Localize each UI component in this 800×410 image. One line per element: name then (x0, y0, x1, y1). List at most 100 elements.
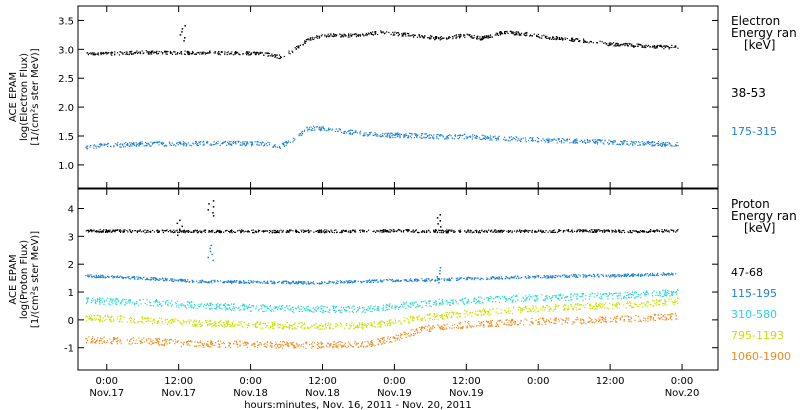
data-point (341, 35, 343, 37)
data-point (112, 298, 114, 300)
data-point (525, 295, 527, 297)
data-point (602, 142, 604, 144)
data-point (556, 36, 558, 38)
data-point (594, 139, 596, 141)
data-point (615, 231, 617, 233)
data-point (574, 39, 576, 41)
data-point (624, 296, 626, 298)
data-point (471, 35, 473, 37)
data-point (455, 36, 457, 38)
data-point (333, 306, 335, 309)
data-point (469, 136, 471, 138)
data-point (561, 297, 563, 299)
data-point (588, 231, 590, 233)
data-point (150, 278, 152, 281)
data-point (677, 145, 679, 147)
data-point (508, 231, 510, 233)
data-point (599, 40, 601, 42)
data-point (586, 138, 588, 141)
data-point (223, 141, 225, 143)
data-point (458, 230, 460, 232)
data-point (585, 276, 587, 278)
data-point (206, 321, 208, 323)
data-point (423, 231, 425, 233)
data-point (86, 320, 88, 322)
data-point (363, 134, 365, 136)
data-point (131, 230, 134, 232)
data-point (603, 293, 605, 295)
data-point (477, 232, 480, 234)
data-point (477, 277, 479, 279)
series-175-315 (85, 125, 679, 150)
data-point (87, 275, 89, 278)
data-point (616, 143, 618, 145)
data-point (130, 232, 132, 234)
data-point (386, 307, 388, 309)
data-point (522, 230, 524, 232)
data-point (661, 230, 663, 233)
data-point (87, 54, 89, 56)
data-point (407, 35, 409, 37)
data-point (400, 230, 402, 232)
data-point (615, 45, 617, 47)
data-point (619, 45, 621, 47)
data-point (146, 299, 148, 301)
data-point (612, 143, 614, 145)
data-point (284, 141, 286, 143)
data-point (327, 311, 329, 313)
data-point (139, 142, 141, 144)
data-point (214, 51, 216, 53)
electron-legend-title: Electron (731, 14, 780, 28)
data-point (229, 231, 231, 233)
data-point (350, 231, 352, 233)
data-point (246, 142, 248, 144)
data-point (203, 140, 205, 143)
data-point (158, 231, 160, 233)
data-point (564, 140, 566, 142)
data-point (250, 145, 253, 147)
data-point (171, 53, 173, 55)
data-point (265, 143, 267, 145)
data-point (169, 144, 171, 146)
data-point (489, 34, 491, 37)
data-point (662, 143, 664, 145)
data-point (327, 35, 329, 37)
data-point (348, 36, 350, 38)
data-point (140, 142, 142, 145)
data-point (452, 299, 454, 301)
data-point (188, 306, 190, 308)
data-point (151, 51, 153, 53)
data-point (256, 51, 258, 54)
data-point (565, 275, 567, 277)
data-point (263, 310, 265, 312)
data-point (90, 318, 93, 320)
data-point (357, 309, 359, 311)
data-point (267, 282, 269, 284)
data-point (372, 281, 374, 284)
data-point (100, 54, 102, 56)
data-point (574, 141, 576, 143)
data-point (583, 39, 585, 41)
data-point (596, 42, 598, 44)
data-point (315, 307, 317, 309)
data-point (418, 315, 420, 317)
data-point (572, 38, 574, 40)
data-point (362, 229, 364, 231)
data-point (519, 307, 521, 309)
data-point (239, 280, 241, 282)
data-point (201, 324, 204, 326)
data-point (534, 140, 536, 142)
data-point (99, 229, 101, 231)
data-point (377, 230, 379, 233)
data-point (302, 283, 304, 285)
electron-y-axis-label-line: [1/(cm²s ster MeV)] (30, 48, 41, 145)
data-point (214, 279, 216, 281)
data-point (312, 282, 314, 285)
data-point (548, 277, 550, 279)
data-point (409, 315, 411, 318)
data-point (352, 133, 354, 135)
data-point (403, 279, 405, 281)
data-point (134, 276, 136, 278)
data-point (178, 141, 180, 143)
data-point (144, 318, 146, 320)
